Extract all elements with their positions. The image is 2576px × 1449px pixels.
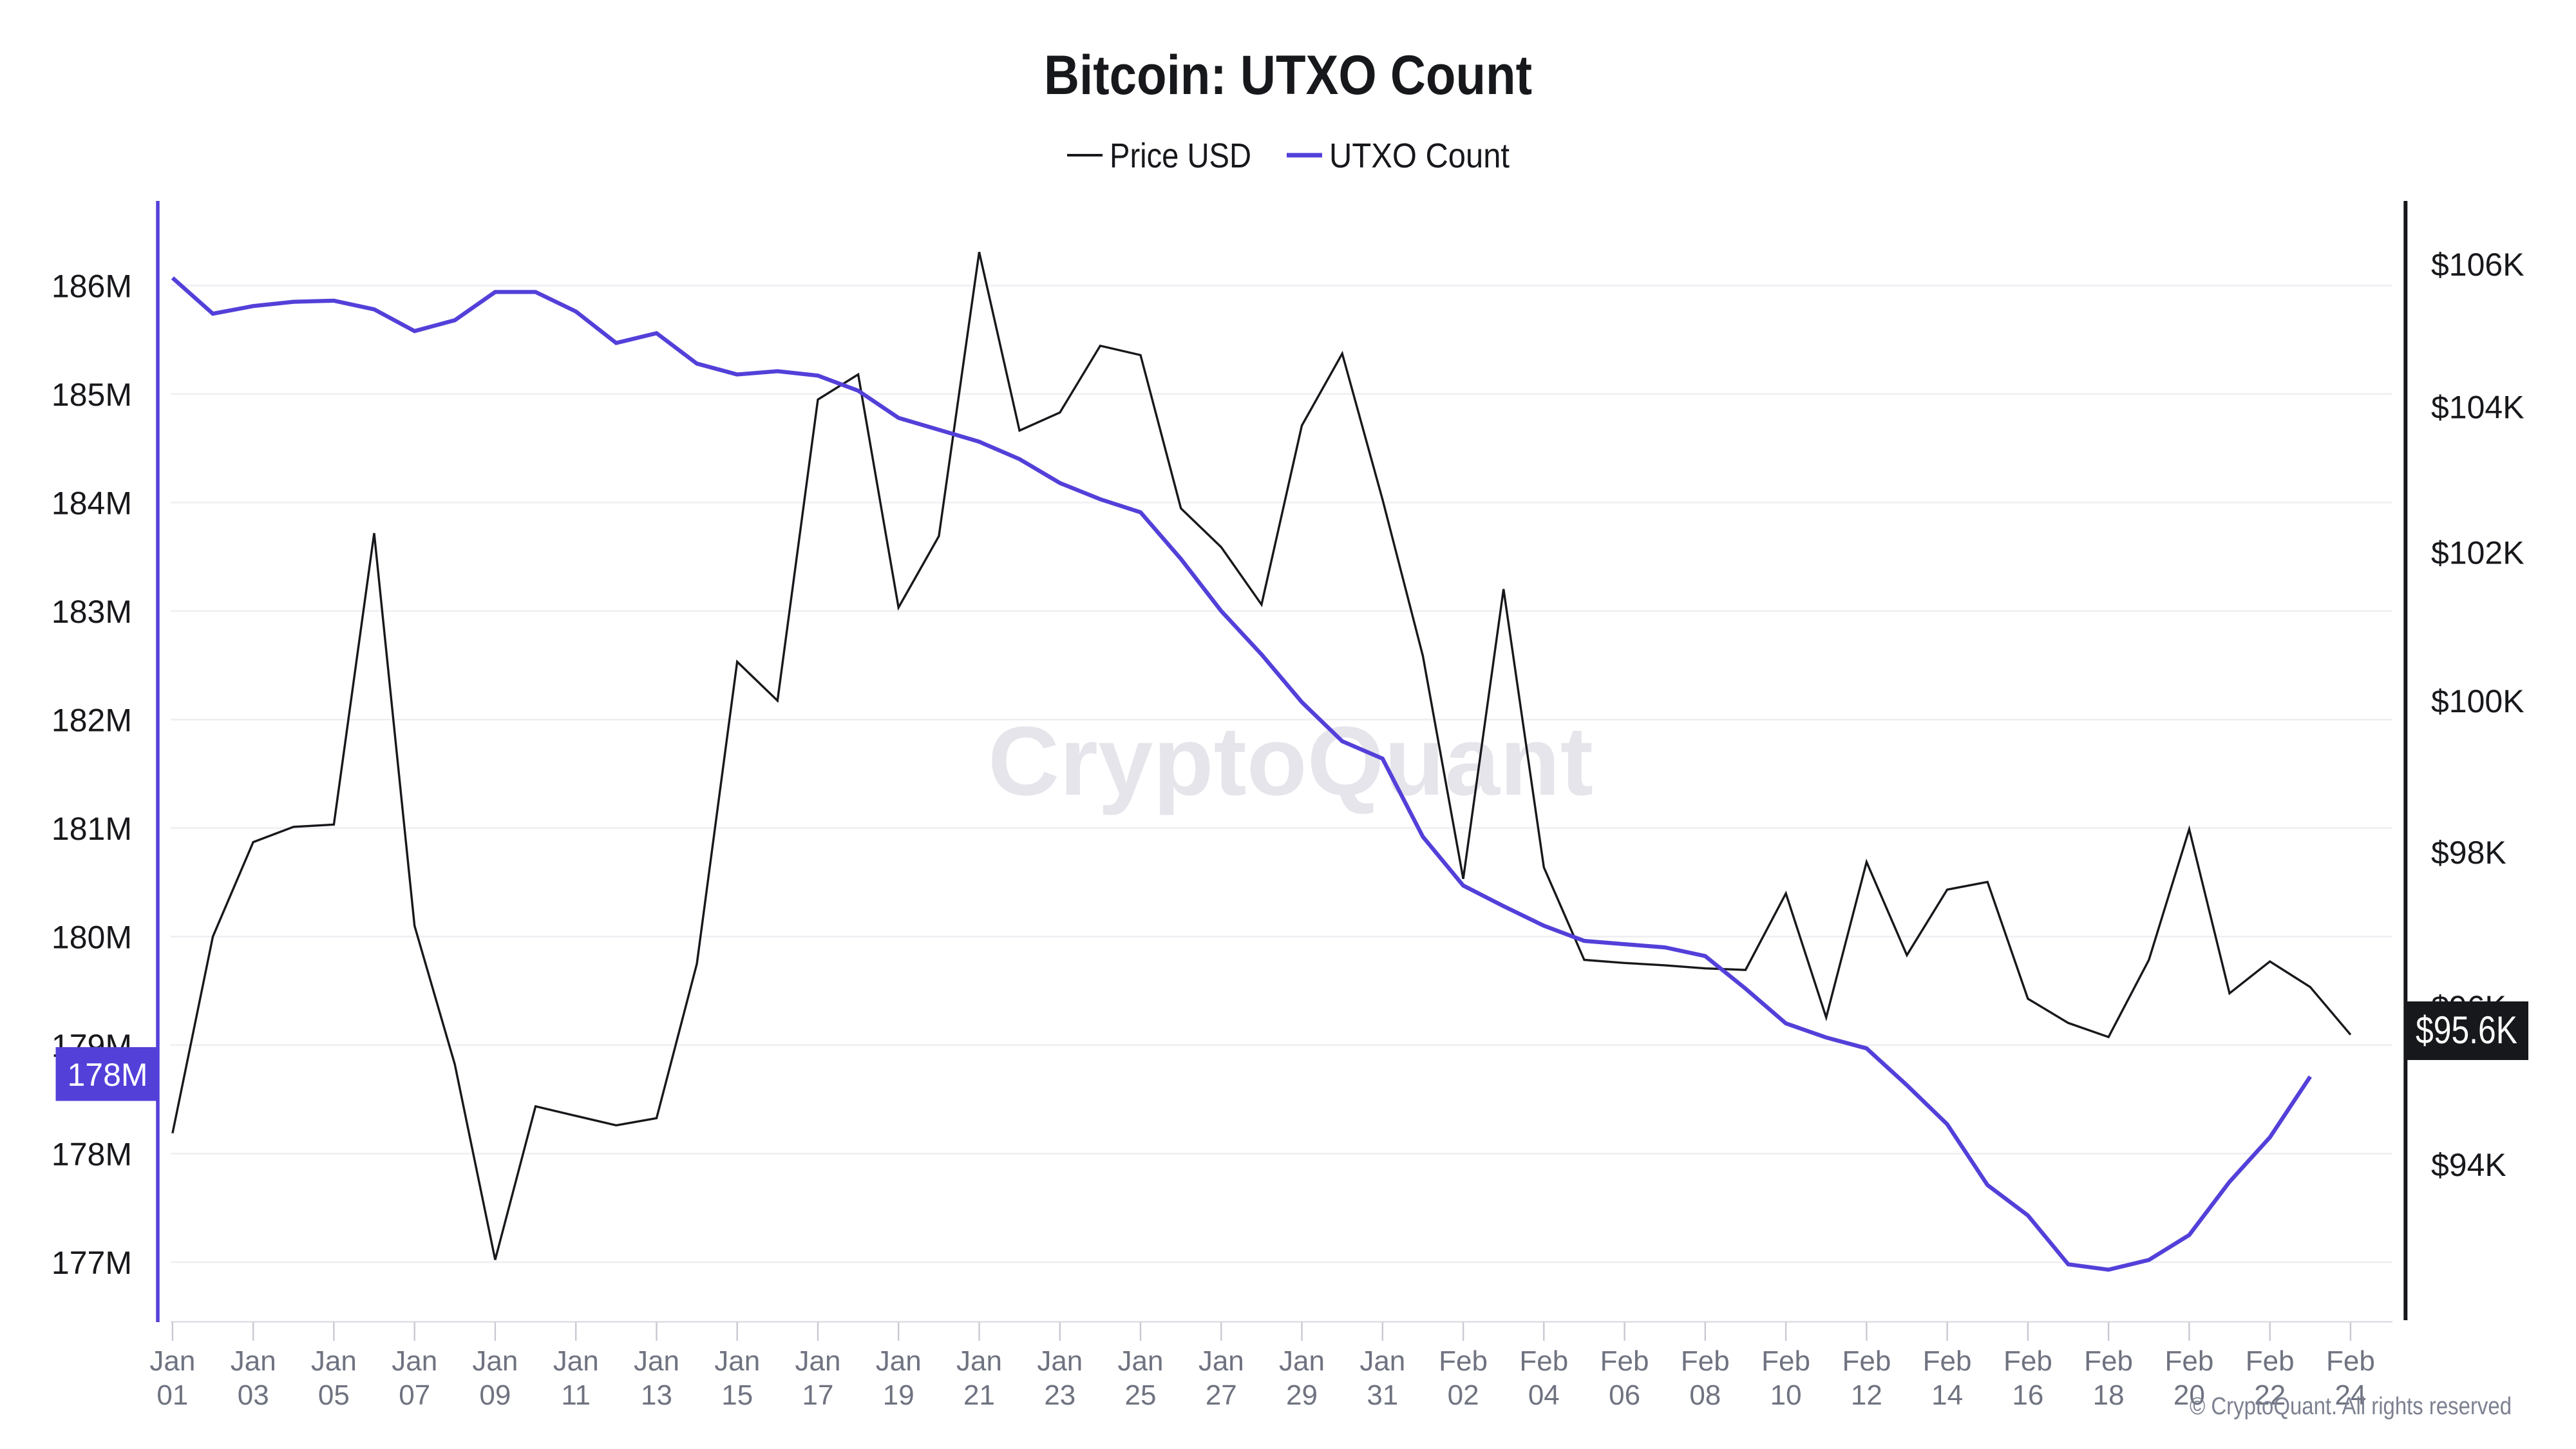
svg-text:Jan: Jan — [1279, 1345, 1325, 1377]
svg-text:$98K: $98K — [2431, 835, 2506, 871]
svg-text:$106K: $106K — [2431, 247, 2524, 283]
svg-text:16: 16 — [2012, 1379, 2043, 1411]
svg-text:Jan: Jan — [1118, 1345, 1164, 1377]
svg-text:Feb: Feb — [1519, 1345, 1568, 1377]
svg-text:11: 11 — [561, 1379, 591, 1411]
svg-text:27: 27 — [1206, 1379, 1237, 1411]
svg-text:15: 15 — [721, 1379, 753, 1411]
svg-text:17: 17 — [802, 1379, 834, 1411]
svg-text:Feb: Feb — [2164, 1345, 2213, 1377]
svg-text:12: 12 — [1851, 1379, 1882, 1411]
svg-text:185M: 185M — [52, 377, 132, 413]
svg-text:Jan: Jan — [1037, 1345, 1083, 1377]
svg-text:Bitcoin: UTXO Count: Bitcoin: UTXO Count — [1044, 44, 1532, 106]
svg-text:UTXO Count: UTXO Count — [1329, 137, 1510, 175]
svg-text:13: 13 — [641, 1379, 672, 1411]
svg-text:Jan: Jan — [149, 1345, 195, 1377]
svg-text:Feb: Feb — [1923, 1345, 1972, 1377]
svg-text:$104K: $104K — [2431, 390, 2524, 426]
svg-text:Feb: Feb — [1439, 1345, 1488, 1377]
svg-text:03: 03 — [238, 1379, 269, 1411]
svg-text:177M: 177M — [52, 1245, 132, 1281]
svg-text:CryptoQuant: CryptoQuant — [988, 706, 1593, 816]
svg-text:180M: 180M — [52, 919, 132, 955]
svg-text:23: 23 — [1044, 1379, 1075, 1411]
svg-text:Feb: Feb — [1600, 1345, 1649, 1377]
svg-text:20: 20 — [2174, 1379, 2205, 1411]
svg-text:186M: 186M — [52, 268, 132, 304]
svg-text:14: 14 — [1931, 1379, 1963, 1411]
svg-text:10: 10 — [1770, 1379, 1802, 1411]
svg-text:31: 31 — [1367, 1379, 1398, 1411]
svg-text:09: 09 — [479, 1379, 511, 1411]
svg-text:Jan: Jan — [392, 1345, 437, 1377]
svg-text:04: 04 — [1528, 1379, 1560, 1411]
svg-text:Feb: Feb — [2003, 1345, 2052, 1377]
svg-text:29: 29 — [1286, 1379, 1318, 1411]
svg-text:02: 02 — [1448, 1379, 1479, 1411]
svg-text:Jan: Jan — [311, 1345, 357, 1377]
svg-text:Jan: Jan — [472, 1345, 518, 1377]
svg-text:© CryptoQuant. All rights rese: © CryptoQuant. All rights reserved — [2190, 1393, 2512, 1420]
svg-text:Feb: Feb — [2246, 1345, 2295, 1377]
svg-text:182M: 182M — [52, 702, 132, 738]
svg-text:22: 22 — [2254, 1379, 2286, 1411]
svg-text:Feb: Feb — [2084, 1345, 2133, 1377]
svg-text:178M: 178M — [52, 1136, 132, 1172]
svg-text:$95.6K: $95.6K — [2416, 1009, 2517, 1052]
svg-text:08: 08 — [1689, 1379, 1721, 1411]
svg-text:Feb: Feb — [2326, 1345, 2375, 1377]
svg-text:178M: 178M — [67, 1057, 147, 1093]
svg-text:Feb: Feb — [1681, 1345, 1730, 1377]
svg-text:05: 05 — [318, 1379, 350, 1411]
svg-text:Jan: Jan — [795, 1345, 841, 1377]
svg-text:Jan: Jan — [553, 1345, 599, 1377]
svg-text:Feb: Feb — [1842, 1345, 1891, 1377]
svg-text:21: 21 — [963, 1379, 995, 1411]
svg-text:Jan: Jan — [634, 1345, 679, 1377]
svg-text:06: 06 — [1609, 1379, 1640, 1411]
svg-text:Jan: Jan — [956, 1345, 1002, 1377]
svg-text:$94K: $94K — [2431, 1147, 2506, 1183]
svg-text:Feb: Feb — [1761, 1345, 1810, 1377]
svg-text:Jan: Jan — [876, 1345, 922, 1377]
svg-text:18: 18 — [2093, 1379, 2125, 1411]
svg-text:01: 01 — [156, 1379, 188, 1411]
svg-text:183M: 183M — [52, 594, 132, 630]
svg-text:181M: 181M — [52, 811, 132, 847]
svg-text:$100K: $100K — [2431, 683, 2524, 719]
svg-text:25: 25 — [1125, 1379, 1157, 1411]
svg-text:07: 07 — [399, 1379, 430, 1411]
svg-text:184M: 184M — [52, 485, 132, 521]
svg-text:Jan: Jan — [1359, 1345, 1405, 1377]
svg-text:Jan: Jan — [714, 1345, 760, 1377]
svg-text:Price USD: Price USD — [1110, 137, 1251, 175]
svg-text:Jan: Jan — [231, 1345, 276, 1377]
svg-text:24: 24 — [2334, 1379, 2366, 1411]
svg-text:19: 19 — [883, 1379, 914, 1411]
svg-text:$102K: $102K — [2431, 535, 2524, 571]
svg-text:Jan: Jan — [1198, 1345, 1244, 1377]
